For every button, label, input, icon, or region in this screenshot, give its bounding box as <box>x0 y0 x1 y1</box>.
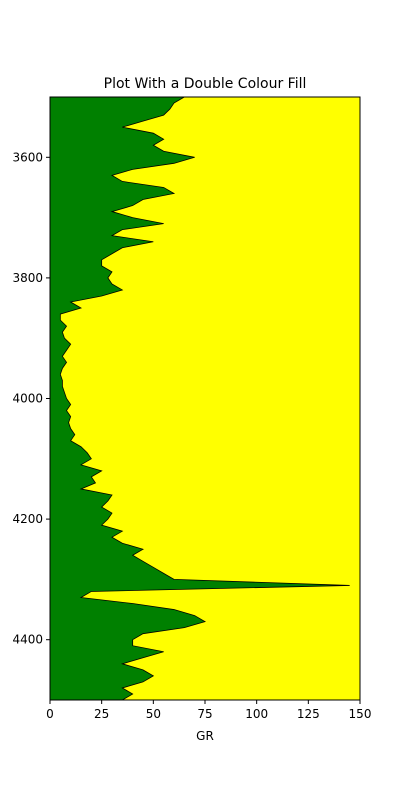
y-tick-label: 4400 <box>12 633 43 647</box>
y-tick-label: 3800 <box>12 271 43 285</box>
x-tick-label: 25 <box>94 707 109 721</box>
y-tick-label: 4200 <box>12 512 43 526</box>
x-tick-label: 150 <box>349 707 372 721</box>
right-fill <box>60 97 360 700</box>
x-tick-label: 125 <box>297 707 320 721</box>
log-curve <box>59 96 350 701</box>
y-tick-label: 3600 <box>12 150 43 164</box>
x-tick-label: 0 <box>46 707 54 721</box>
x-axis-label: GR <box>196 729 214 743</box>
x-tick-label: 100 <box>245 707 268 721</box>
x-tick-label: 75 <box>197 707 212 721</box>
chart-title: Plot With a Double Colour Fill <box>104 76 307 92</box>
x-tick-label: 50 <box>146 707 161 721</box>
y-tick-label: 4000 <box>12 392 43 406</box>
left-fill <box>50 97 350 700</box>
